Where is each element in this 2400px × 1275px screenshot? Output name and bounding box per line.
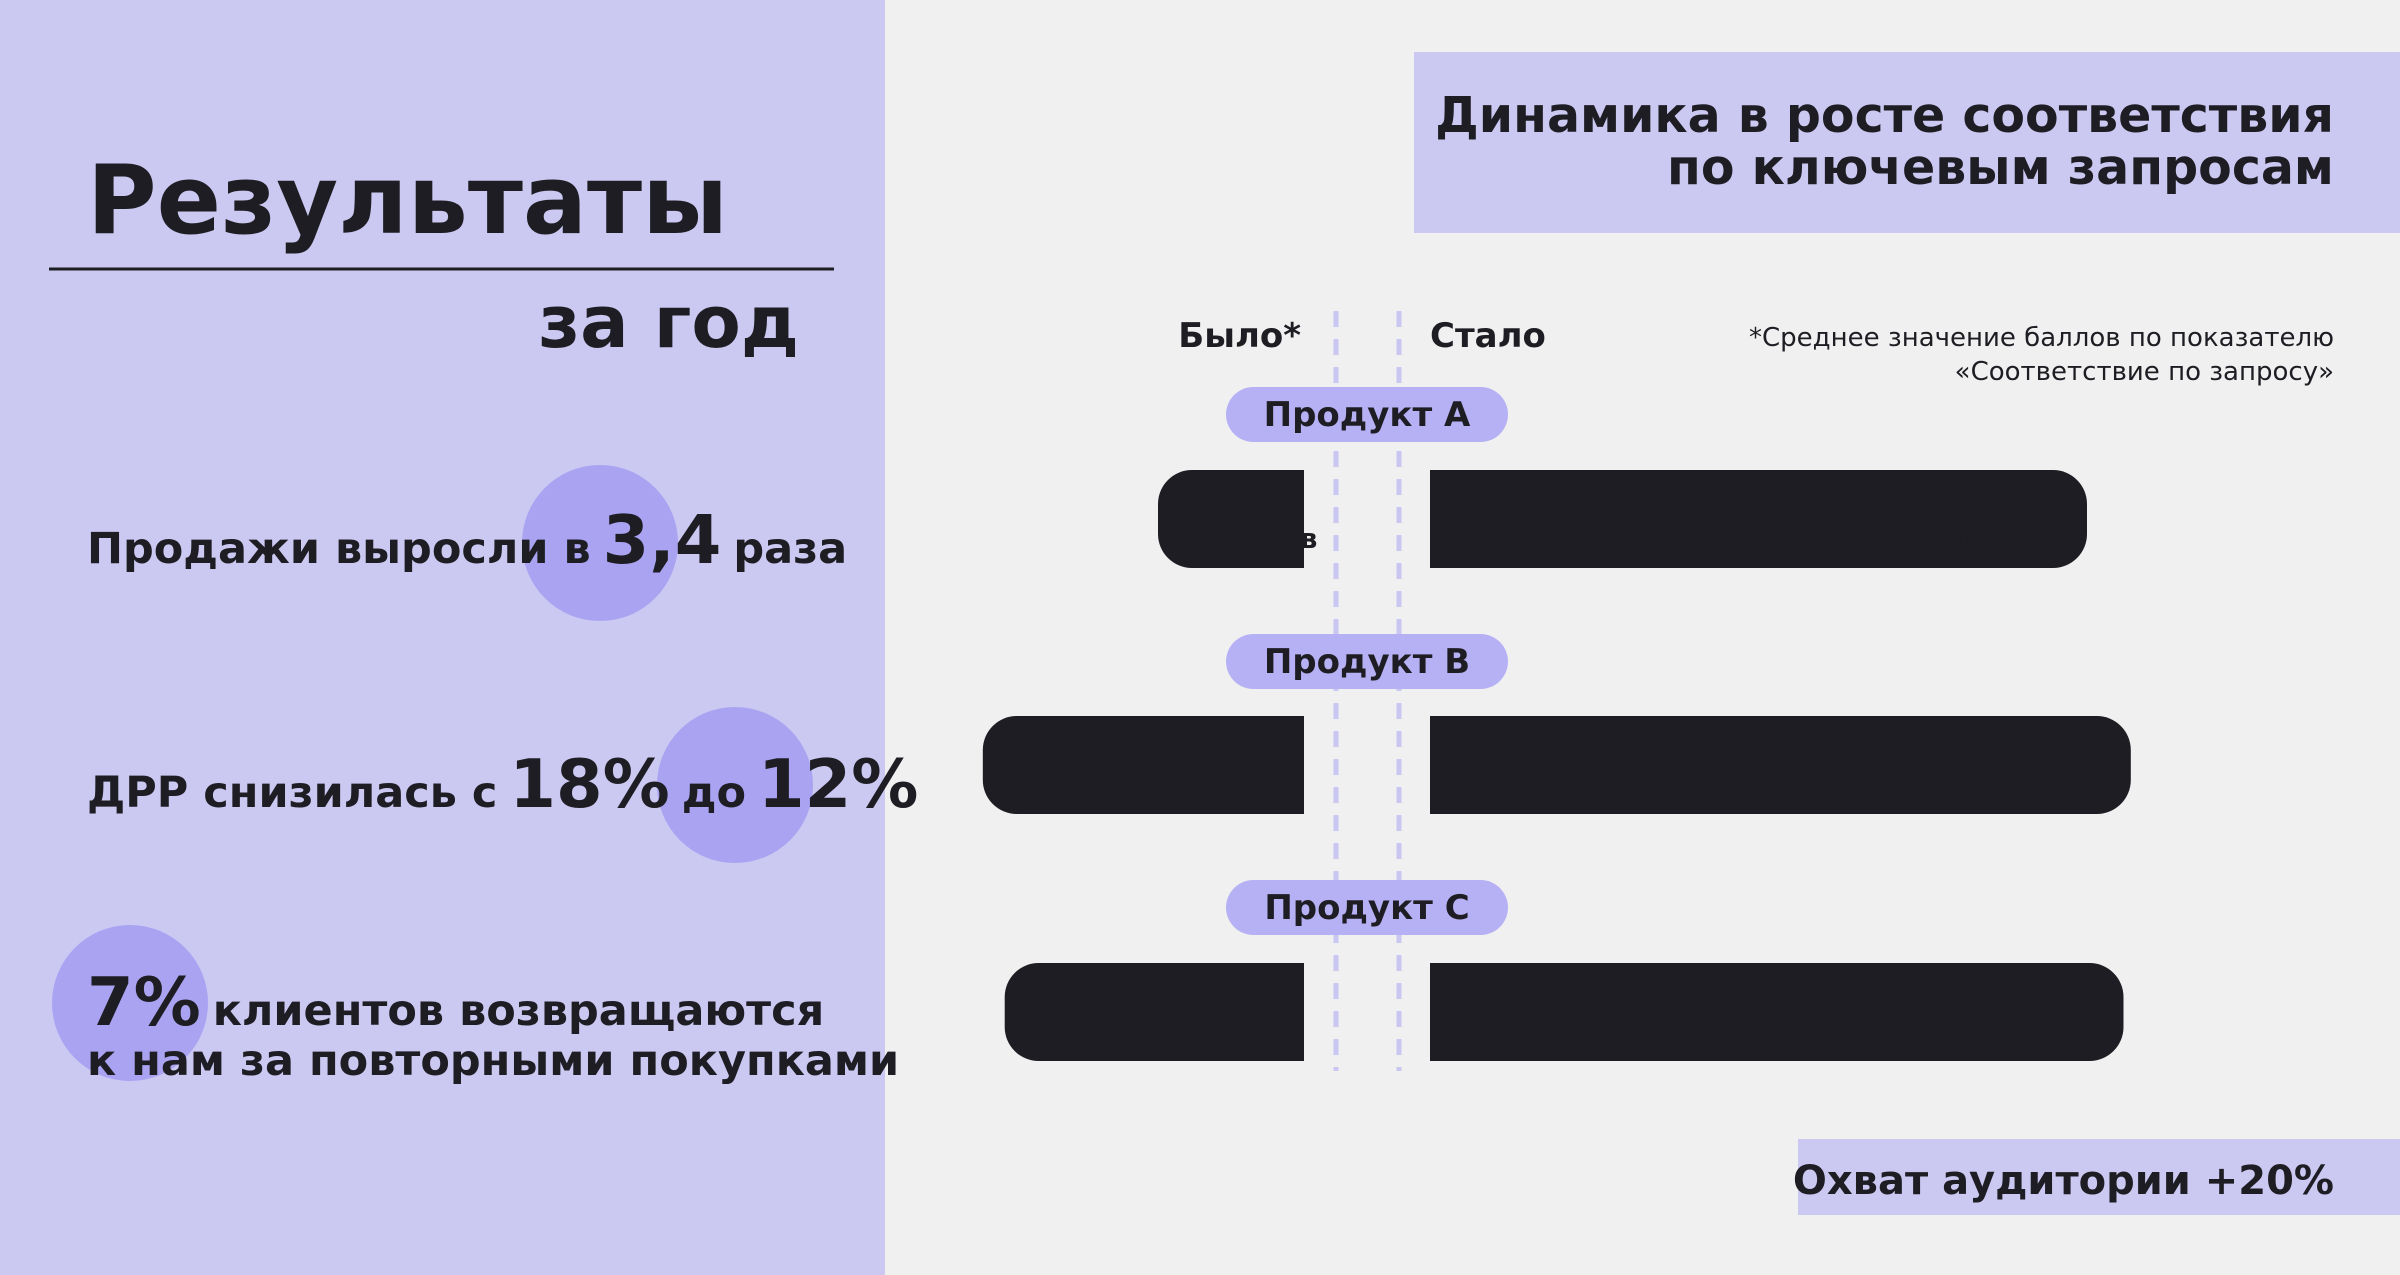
value-unit: баллов (1961, 1015, 2077, 1048)
bar (1004, 963, 1304, 1061)
stat-line: ДРР снизилась с 18% до 12% (87, 745, 918, 823)
chart-title-box (1414, 52, 2400, 233)
stat-text: раза (733, 524, 847, 574)
value-label: 44 (1026, 723, 1086, 773)
value-unit: баллов (1968, 768, 2084, 801)
stat-text: к нам за повторными покупками (87, 1036, 899, 1086)
stat-text: Продажи выросли в (87, 524, 591, 574)
value-unit: баллов (1925, 522, 2041, 555)
bar (1430, 963, 2124, 1061)
value-unit: баллов (1026, 768, 1142, 801)
legend-entry: Стало (1430, 316, 1546, 356)
footer-box (1798, 1139, 2400, 1215)
highlight-circle (657, 707, 813, 863)
left-subtitle: за год (538, 280, 799, 364)
value-label: 96 (2025, 723, 2085, 773)
chart-title: Динамика в росте соответствия (1435, 87, 2334, 144)
bar (1430, 716, 2131, 814)
stat-line: к нам за повторными покупками (87, 1036, 899, 1086)
chart-note: *Среднее значение баллов по показателю (1749, 323, 2334, 353)
stat-line: Продажи выросли в 3,4 раза (87, 501, 847, 579)
footer-text: Охват аудитории +20% (1793, 1158, 2334, 1204)
value-label: 95 (2018, 970, 2078, 1020)
bar (1158, 470, 1304, 568)
value-label: 90 (1981, 477, 2041, 527)
category-pill (1226, 880, 1508, 935)
stat-highlight: 12% (758, 745, 918, 823)
stat-text: ДРР снизилась с (87, 768, 497, 818)
stat-line: 7% клиентов возвращаются (87, 963, 824, 1041)
left-title: Результаты (87, 146, 728, 256)
highlight-circle (52, 925, 208, 1081)
value-label: 20 (1201, 477, 1261, 527)
stat-text: до (682, 768, 746, 818)
stat-text: клиентов возвращаются (213, 986, 824, 1036)
chart-title: по ключевым запросам (1667, 139, 2334, 196)
chart-note: «Соответствие по запросу» (1955, 357, 2334, 387)
value-unit: баллов (1201, 522, 1317, 555)
bar (1430, 470, 2087, 568)
stat-highlight: 18% (509, 745, 669, 823)
highlight-circle (522, 465, 678, 621)
category-label: Продукт C (1264, 888, 1469, 928)
legend-entry: Было* (1178, 316, 1301, 356)
value-unit: баллов (1048, 1015, 1164, 1048)
category-label: Продукт B (1264, 642, 1470, 682)
category-label: Продукт A (1264, 395, 1471, 435)
stat-highlight: 7% (87, 963, 201, 1041)
value-label: 41 (1048, 970, 1108, 1020)
category-pill (1226, 634, 1508, 689)
stat-highlight: 3,4 (603, 501, 722, 579)
bar (982, 716, 1304, 814)
category-pill (1226, 387, 1508, 442)
